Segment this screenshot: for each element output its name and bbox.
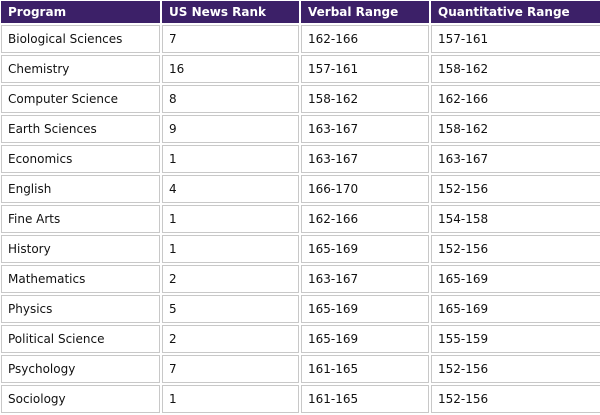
table-body: Biological Sciences 7 162-166 157-161 Chemis… [1,25,600,413]
header-program: Program [1,1,160,23]
rank-cell: 1 [162,385,299,413]
quantitative-range-cell: 165-169 [431,295,600,323]
quantitative-range-cell: 158-162 [431,115,600,143]
table-row: Mathematics 2 163-167 165-169 [1,265,600,293]
table-row: History 1 165-169 152-156 [1,235,600,263]
quantitative-range-cell: 163-167 [431,145,600,173]
verbal-range-cell: 157-161 [301,55,429,83]
quantitative-range-cell: 152-156 [431,385,600,413]
table-row: Sociology 1 161-165 152-156 [1,385,600,413]
program-cell: Political Science [1,325,160,353]
rank-cell: 4 [162,175,299,203]
program-cell: English [1,175,160,203]
quantitative-range-cell: 165-169 [431,265,600,293]
table-row: Economics 1 163-167 163-167 [1,145,600,173]
verbal-range-cell: 163-167 [301,115,429,143]
header-row: Program US News Rank Verbal Range Quanti… [1,1,600,23]
rank-cell: 1 [162,145,299,173]
rank-cell: 1 [162,235,299,263]
table-row: Psychology 7 161-165 152-156 [1,355,600,383]
program-cell: Sociology [1,385,160,413]
table-row: Earth Sciences 9 163-167 158-162 [1,115,600,143]
rank-cell: 1 [162,205,299,233]
table-row: Biological Sciences 7 162-166 157-161 [1,25,600,53]
header-us-news-rank: US News Rank [162,1,299,23]
table-row: Physics 5 165-169 165-169 [1,295,600,323]
verbal-range-cell: 158-162 [301,85,429,113]
program-cell: Economics [1,145,160,173]
rank-cell: 2 [162,325,299,353]
quantitative-range-cell: 152-156 [431,235,600,263]
verbal-range-cell: 166-170 [301,175,429,203]
quantitative-range-cell: 162-166 [431,85,600,113]
rank-cell: 16 [162,55,299,83]
quantitative-range-cell: 158-162 [431,55,600,83]
verbal-range-cell: 165-169 [301,325,429,353]
verbal-range-cell: 165-169 [301,295,429,323]
rank-cell: 8 [162,85,299,113]
program-cell: Physics [1,295,160,323]
program-cell: History [1,235,160,263]
rank-cell: 5 [162,295,299,323]
verbal-range-cell: 163-167 [301,265,429,293]
table-row: Fine Arts 1 162-166 154-158 [1,205,600,233]
rank-cell: 7 [162,355,299,383]
program-cell: Computer Science [1,85,160,113]
table-row: Chemistry 16 157-161 158-162 [1,55,600,83]
verbal-range-cell: 163-167 [301,145,429,173]
verbal-range-cell: 165-169 [301,235,429,263]
header-verbal-range: Verbal Range [301,1,429,23]
rank-cell: 9 [162,115,299,143]
quantitative-range-cell: 155-159 [431,325,600,353]
verbal-range-cell: 162-166 [301,205,429,233]
quantitative-range-cell: 157-161 [431,25,600,53]
quantitative-range-cell: 152-156 [431,355,600,383]
table-row: Computer Science 8 158-162 162-166 [1,85,600,113]
verbal-range-cell: 162-166 [301,25,429,53]
program-cell: Biological Sciences [1,25,160,53]
quantitative-range-cell: 152-156 [431,175,600,203]
program-cell: Chemistry [1,55,160,83]
rank-cell: 2 [162,265,299,293]
table-header: Program US News Rank Verbal Range Quanti… [1,1,600,23]
verbal-range-cell: 161-165 [301,385,429,413]
rank-cell: 7 [162,25,299,53]
program-cell: Psychology [1,355,160,383]
header-quantitative-range: Quantitative Range [431,1,600,23]
quantitative-range-cell: 154-158 [431,205,600,233]
program-cell: Earth Sciences [1,115,160,143]
program-cell: Fine Arts [1,205,160,233]
table-row: English 4 166-170 152-156 [1,175,600,203]
program-cell: Mathematics [1,265,160,293]
verbal-range-cell: 161-165 [301,355,429,383]
table-row: Political Science 2 165-169 155-159 [1,325,600,353]
